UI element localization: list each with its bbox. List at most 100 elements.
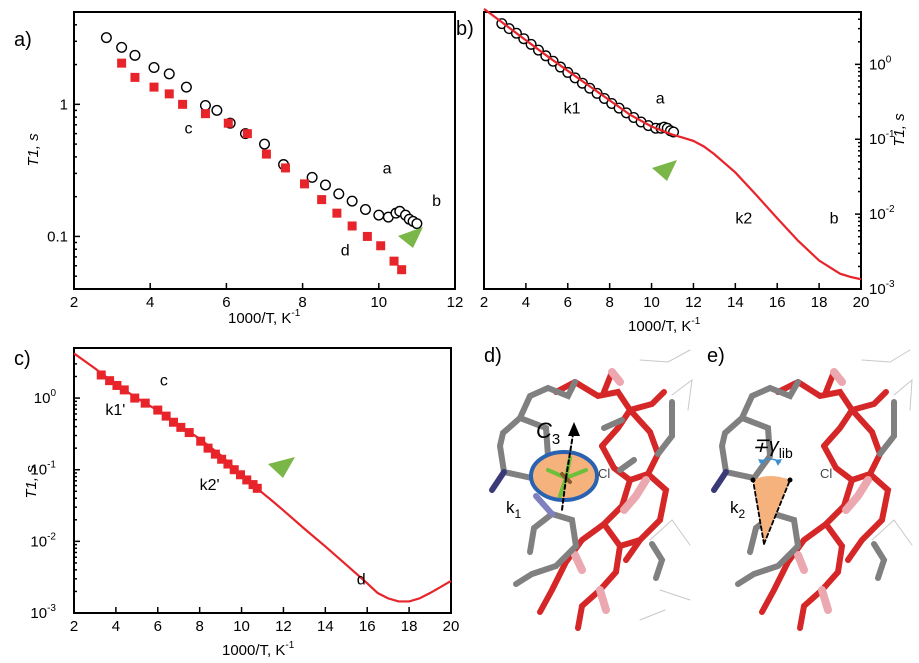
data-point-square xyxy=(223,118,233,128)
panel-c: c) 2 4 6 8 10 12 14 16 18 20 10-3 10-2 10-1 100 c k1' k… xyxy=(14,347,459,659)
data-point-square xyxy=(376,241,386,251)
x-tick-label: 18 xyxy=(811,294,828,311)
data-point-square xyxy=(332,208,342,218)
x-tick-label: 14 xyxy=(727,294,744,311)
data-point-a xyxy=(259,138,271,150)
x-tick-label: 16 xyxy=(359,618,376,635)
data-point-a xyxy=(373,209,385,221)
data-point-square xyxy=(242,129,252,139)
x-tick-label: 18 xyxy=(401,618,418,635)
x-tick-label: 12 xyxy=(685,294,702,311)
x-axis-label-a: 1000/T, K-1 xyxy=(228,308,301,327)
y-tick-label: 10-2 xyxy=(869,204,895,223)
x-tick-label: 6 xyxy=(154,618,162,635)
data-point-square xyxy=(347,221,357,231)
panel-c-frame xyxy=(73,347,452,614)
x-tick-label: 2 xyxy=(480,294,488,311)
fit-curve-fit xyxy=(73,352,452,603)
data-point-square xyxy=(397,265,407,275)
x-tick-label: 14 xyxy=(317,618,334,635)
data-point-square xyxy=(229,465,239,475)
panel-e-structure: e) xyxy=(707,345,913,631)
x-tick-label: 10 xyxy=(233,618,250,635)
x-tick-label: 6 xyxy=(564,294,572,311)
fit-curve-fit xyxy=(483,8,862,281)
arrowhead-marker-icon xyxy=(652,160,677,181)
series-annotation: a xyxy=(656,90,665,107)
data-point-square xyxy=(130,72,140,82)
y-axis-label-a: T1, s xyxy=(25,133,42,167)
panel-a: a) 2 4 6 8 10 12 0.1 1 a b c d 1000/T, K-1 T1, s xyxy=(14,11,463,327)
series-annotation: c xyxy=(160,372,168,389)
data-point-square xyxy=(280,163,290,173)
x-tick-label: 16 xyxy=(769,294,786,311)
y-tick-label: 0.1 xyxy=(47,228,68,245)
series-annotation: k2 xyxy=(735,210,752,227)
data-point-a xyxy=(129,49,141,61)
data-point-a xyxy=(333,188,345,200)
y-tick-label: 1 xyxy=(60,96,68,113)
series-annotation: d xyxy=(341,242,350,259)
panel-b-annotations: a k1 k2 b xyxy=(564,90,839,227)
data-point-square xyxy=(96,370,106,380)
series-annotation: k1' xyxy=(105,402,125,419)
x-tick-label: 6 xyxy=(222,294,230,311)
data-point-a xyxy=(148,62,160,74)
x-axis-label-b: 1000/T, K-1 xyxy=(628,316,701,335)
series-annotation: d xyxy=(357,571,366,588)
cl-atom-label: Cl xyxy=(820,466,832,481)
panel-label-b: b) xyxy=(456,18,474,40)
panel-a-frame xyxy=(73,11,456,290)
y-tick-label: 100 xyxy=(869,54,892,73)
panel-label-a: a) xyxy=(14,29,32,51)
data-point-square xyxy=(317,195,327,205)
libration-cone-icon xyxy=(753,476,790,544)
data-point-a xyxy=(411,218,423,230)
k1-label: k1 xyxy=(506,498,522,521)
panel-b-series xyxy=(483,8,862,281)
cl-atom-label: Cl xyxy=(598,466,610,481)
panel-c-ticks: 2 4 6 8 10 12 14 16 18 20 10-3 10-2 10-1 100 xyxy=(30,354,459,635)
series-annotation: b xyxy=(830,210,839,227)
data-point-square xyxy=(217,454,227,464)
panel-a-series xyxy=(100,32,423,275)
series-annotation: b xyxy=(432,193,441,210)
data-point-a xyxy=(359,203,371,215)
c3-axis-arrow-icon xyxy=(568,422,580,436)
panel-a-annotations: a b c d xyxy=(184,121,441,260)
panel-c-annotations: c k1' k2' d xyxy=(105,372,365,588)
y-axis-label-c: T1, s xyxy=(23,465,40,499)
arrowhead-marker-icon xyxy=(268,457,295,478)
y-tick-label: 10-2 xyxy=(30,531,56,550)
x-axis-label-c: 1000/T, K-1 xyxy=(222,640,295,659)
y-tick-label: 100 xyxy=(34,388,57,407)
x-tick-label: 2 xyxy=(70,294,78,311)
data-point-a xyxy=(163,68,175,80)
data-point-square xyxy=(130,393,140,403)
y-tick-label: 10-3 xyxy=(869,279,895,298)
data-point-a xyxy=(306,171,318,183)
x-tick-label: 20 xyxy=(853,294,870,311)
x-tick-label: 12 xyxy=(275,618,292,635)
panel-label-e: e) xyxy=(707,345,725,367)
data-point-a xyxy=(116,41,128,53)
x-tick-label: 4 xyxy=(146,294,154,311)
data-point-square xyxy=(178,99,188,109)
data-point-square xyxy=(389,256,399,266)
data-point-square xyxy=(196,436,206,446)
data-point-square xyxy=(300,179,310,189)
series-annotation: a xyxy=(383,160,392,177)
x-tick-label: 8 xyxy=(195,618,203,635)
data-point-a xyxy=(199,99,211,111)
data-point-square xyxy=(203,443,213,453)
data-point-a xyxy=(346,195,358,207)
series-annotation: c xyxy=(184,121,192,138)
data-point-square xyxy=(210,449,220,459)
x-tick-label: 10 xyxy=(370,294,387,311)
c3-axis-label: C3 xyxy=(536,418,560,448)
data-point-square xyxy=(223,459,233,469)
x-tick-label: 4 xyxy=(112,618,120,635)
y-tick-label: 10-3 xyxy=(30,603,56,622)
